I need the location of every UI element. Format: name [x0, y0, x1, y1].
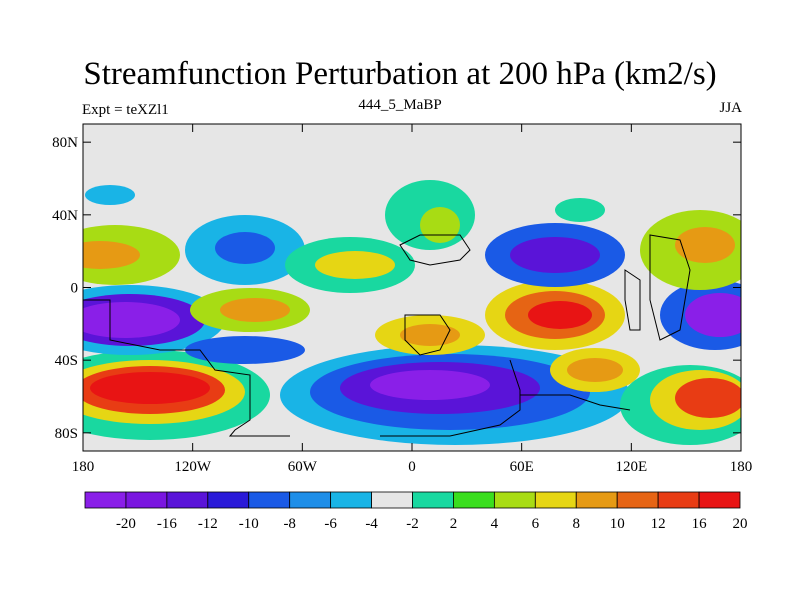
- lon-tick-label: 60E: [510, 459, 534, 475]
- field-nh-blue-1-core: [215, 232, 275, 264]
- field-trop-red-core: [528, 301, 592, 329]
- colorbar-label: 2: [450, 516, 458, 532]
- lon-tick-label: 0: [408, 459, 416, 475]
- lon-tick-label: 180: [72, 459, 95, 475]
- lon-tick-label: 60W: [288, 459, 318, 475]
- colorbar-swatch: [534, 491, 577, 509]
- field-sp-purple-core: [370, 370, 490, 400]
- colorbar: -20 -16 -12 -10 -8 -6 -4 -2 2 4 6 8 10 12 16 20: [84, 491, 748, 532]
- colorbar-label: -8: [283, 516, 296, 532]
- season-label: JJA: [719, 100, 742, 116]
- field-se-orange-core: [567, 358, 623, 382]
- lat-tick-label: 80S: [55, 426, 78, 442]
- colorbar-swatch: [575, 491, 618, 509]
- colorbar-swatch: [493, 491, 536, 509]
- colorbar-swatch: [371, 491, 413, 509]
- colorbar-swatch: [330, 491, 372, 509]
- colorbar-swatch: [248, 491, 291, 509]
- colorbar-label: 6: [532, 516, 540, 532]
- colorbar-label: -10: [239, 516, 259, 532]
- field-nh-purple-core: [510, 237, 600, 273]
- colorbar-label: -6: [324, 516, 337, 532]
- experiment-label: Expt = teXZl1: [82, 102, 169, 118]
- lat-tick-label: 40N: [52, 208, 78, 224]
- colorbar-swatch: [412, 491, 454, 509]
- colorbar-swatch: [698, 491, 741, 509]
- colorbar-label: 20: [733, 516, 748, 532]
- colorbar-label: -2: [406, 516, 419, 532]
- colorbar-swatch: [657, 491, 700, 509]
- colorbar-swatch: [207, 491, 250, 509]
- lon-tick-label: 180: [730, 459, 753, 475]
- case-label: 444_5_MaBP: [358, 97, 442, 113]
- field-nh-east-orange-core: [675, 227, 735, 263]
- plot-title: Streamfunction Perturbation at 200 hPa (…: [83, 56, 717, 92]
- field-sw-purple-core: [83, 302, 180, 338]
- field-nh-west-orange: [83, 241, 140, 269]
- colorbar-swatch: [84, 491, 127, 509]
- field-nh-yellow-north: [420, 207, 460, 243]
- lat-tick-label: 0: [71, 281, 79, 297]
- field-nh-yellow: [315, 251, 395, 279]
- lat-tick-label: 40S: [55, 353, 78, 369]
- colorbar-swatch: [616, 491, 659, 509]
- longitude-axis: 180 120W 60W 0 60E 120E 180: [72, 124, 753, 475]
- latitude-axis: 80N 40N 0 40S 80S: [52, 135, 741, 442]
- colorbar-label: -20: [116, 516, 136, 532]
- field-trop-east-purple-core: [685, 293, 741, 337]
- field-nh-small-green: [555, 198, 605, 222]
- colorbar-label: -16: [157, 516, 177, 532]
- colorbar-swatch: [166, 491, 209, 509]
- field-trop-west-core: [220, 298, 290, 322]
- colorbar-label: -4: [365, 516, 378, 532]
- colorbar-label: 4: [491, 516, 499, 532]
- colorbar-swatch: [289, 491, 332, 509]
- field-se-red: [675, 378, 741, 418]
- colorbar-label: 8: [573, 516, 581, 532]
- colorbar-label: 10: [610, 516, 625, 532]
- lon-tick-label: 120E: [615, 459, 647, 475]
- coastlines: [83, 234, 691, 437]
- colorbar-label: 12: [651, 516, 666, 532]
- contour-fields: [83, 180, 741, 445]
- colorbar-swatch: [125, 491, 168, 509]
- lon-tick-label: 120W: [174, 459, 212, 475]
- colorbar-label: 16: [692, 516, 708, 532]
- field-trop-orange-core: [400, 324, 460, 346]
- field-nh-small-green-2: [85, 185, 135, 205]
- field-sw-red-max: [90, 372, 210, 404]
- colorbar-swatch: [453, 491, 495, 509]
- colorbar-label: -12: [198, 516, 218, 532]
- lat-tick-label: 80N: [52, 135, 78, 151]
- field-trop-blue: [185, 336, 305, 364]
